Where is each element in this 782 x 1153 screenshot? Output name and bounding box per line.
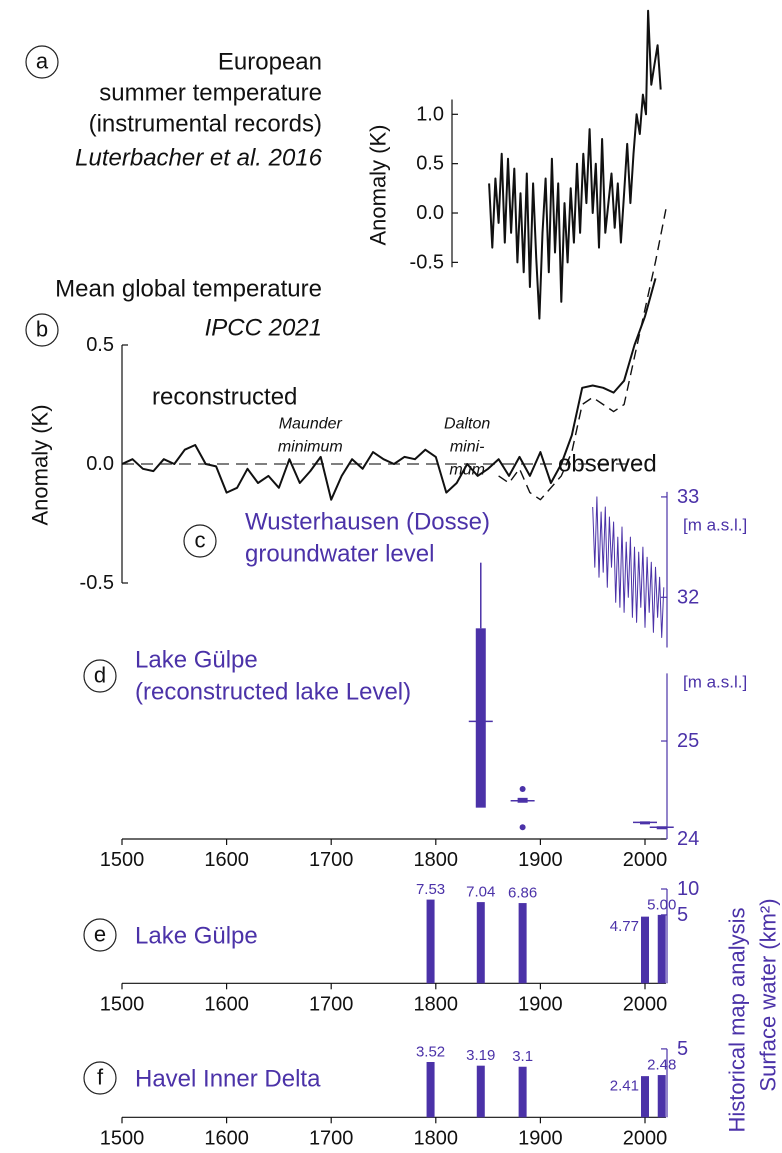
source: IPCC 2021 — [205, 315, 322, 342]
panel-letter: e — [94, 922, 106, 947]
y-tick-label: -0.5 — [410, 251, 444, 273]
x-tick-label: 1600 — [204, 993, 249, 1015]
y-tick-label: 0.5 — [416, 153, 444, 175]
panel-title: Wusterhausen (Dosse) — [245, 509, 490, 536]
data-line — [121, 278, 657, 501]
value-label: 6.86 — [508, 885, 537, 902]
y-tick-label: 0.5 — [86, 334, 114, 356]
source: Luterbacher et al. 2016 — [75, 145, 322, 172]
panel-letter: b — [36, 317, 48, 342]
bar — [518, 903, 527, 984]
panel-title: (reconstructed lake Level) — [135, 679, 411, 706]
panel-circle — [83, 659, 117, 693]
box — [475, 628, 486, 808]
annotation: Maunder — [279, 416, 343, 433]
panel-circle — [25, 313, 59, 347]
data-line — [592, 496, 665, 638]
data-line — [498, 209, 667, 501]
bar — [426, 1062, 435, 1118]
bar — [641, 916, 649, 984]
panel-letter: f — [97, 1065, 104, 1090]
bar — [641, 1076, 649, 1118]
x-tick-label: 1600 — [204, 849, 249, 871]
value-label: 4.77 — [610, 918, 639, 935]
panel-title: groundwater level — [245, 541, 434, 568]
panel-letter: d — [94, 663, 106, 688]
x-tick-label: 1700 — [309, 849, 354, 871]
y-tick-label: 32 — [677, 586, 699, 608]
x-tick-label: 1700 — [309, 1127, 354, 1149]
y-tick-label: 0.0 — [86, 453, 114, 475]
value-label: 2.41 — [610, 1078, 639, 1095]
value-label: 3.52 — [416, 1044, 445, 1061]
value-label: 2.48 — [647, 1057, 676, 1074]
x-tick-label: 1900 — [518, 849, 563, 871]
annotation: Dalton — [444, 416, 490, 433]
x-tick-label: 1800 — [414, 1127, 459, 1149]
bar — [476, 1065, 485, 1118]
x-tick-label: 1900 — [518, 993, 563, 1015]
panel-letter: a — [36, 49, 49, 74]
y-tick-label: 5 — [677, 1038, 688, 1060]
bar — [518, 1066, 527, 1118]
y-axis-label: Anomaly (K) — [28, 404, 53, 525]
x-tick-label: 2000 — [623, 993, 668, 1015]
panel-title: Lake Gülpe — [135, 923, 258, 950]
panel-circle — [183, 524, 217, 558]
value-label: 7.53 — [416, 881, 445, 898]
y-tick-label: 1.0 — [416, 103, 444, 125]
y-tick-label: -0.5 — [80, 572, 114, 594]
y-tick-label: 33 — [677, 486, 699, 508]
x-tick-label: 1700 — [309, 993, 354, 1015]
y-tick-label: 0.0 — [416, 202, 444, 224]
x-tick-label: 2000 — [623, 849, 668, 871]
bar — [426, 899, 435, 984]
outlier — [519, 824, 526, 831]
axis-unit: [m a.s.l.] — [683, 673, 747, 692]
panel-title: (instrumental records) — [89, 111, 322, 138]
data-line — [488, 9, 662, 320]
panel-title: Mean global temperature — [55, 276, 322, 303]
value-label: 7.04 — [466, 884, 495, 901]
panel-title: Havel Inner Delta — [135, 1066, 321, 1093]
value-label: 5.00 — [647, 896, 676, 913]
y-tick-label: 5 — [677, 904, 688, 926]
y-tick-label: 25 — [677, 730, 699, 752]
annotation: minimum — [278, 439, 343, 456]
panel-letter: c — [195, 528, 206, 553]
outlier — [519, 786, 526, 793]
value-label: 3.19 — [466, 1047, 495, 1064]
x-tick-label: 2000 — [623, 1127, 668, 1149]
x-tick-label: 1500 — [100, 1127, 145, 1149]
y-axis-label: Surface water (km²) — [756, 898, 781, 1091]
x-tick-label: 1800 — [414, 849, 459, 871]
x-tick-label: 1900 — [518, 1127, 563, 1149]
series-label: observed — [558, 451, 657, 478]
panel-circle — [83, 1061, 117, 1095]
y-tick-label: 10 — [677, 878, 699, 900]
panel-title: summer temperature — [99, 80, 322, 107]
panel-title: European — [218, 49, 322, 76]
panel-circle — [83, 918, 117, 952]
x-tick-label: 1500 — [100, 993, 145, 1015]
x-tick-label: 1800 — [414, 993, 459, 1015]
panel-circle — [25, 45, 59, 79]
panel-title: Lake Gülpe — [135, 647, 258, 674]
bar — [476, 902, 485, 984]
bar — [657, 914, 666, 984]
y-tick-label: 24 — [677, 828, 699, 850]
annotation: mini- — [450, 439, 485, 456]
axis-unit: [m a.s.l.] — [683, 516, 747, 535]
x-tick-label: 1500 — [100, 849, 145, 871]
y-axis-label: Anomaly (K) — [366, 124, 391, 245]
series-label: reconstructed — [152, 384, 297, 411]
x-tick-label: 1600 — [204, 1127, 249, 1149]
value-label: 3.1 — [512, 1048, 533, 1065]
bar — [657, 1075, 666, 1118]
y-axis-label: Historical map analysis — [725, 908, 750, 1133]
